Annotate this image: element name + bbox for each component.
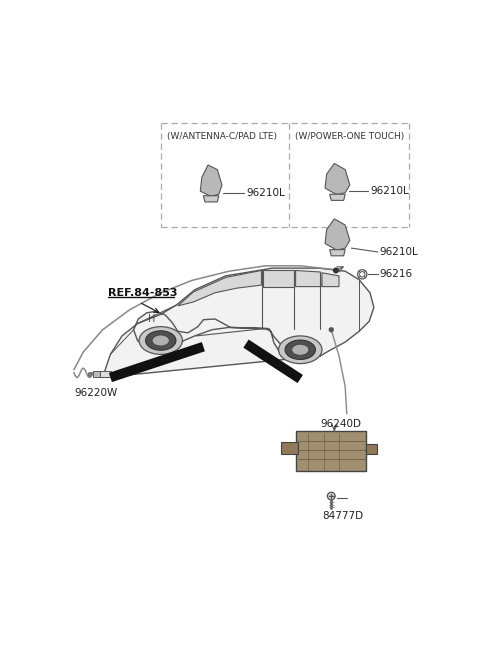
Bar xyxy=(93,371,100,377)
Polygon shape xyxy=(200,165,222,195)
Polygon shape xyxy=(325,163,350,194)
Ellipse shape xyxy=(139,327,182,354)
Bar xyxy=(366,445,377,454)
Circle shape xyxy=(329,328,333,332)
Text: 96210L: 96210L xyxy=(379,247,418,257)
Polygon shape xyxy=(103,268,374,377)
Circle shape xyxy=(334,268,338,273)
Bar xyxy=(100,371,111,377)
Ellipse shape xyxy=(145,331,176,350)
Ellipse shape xyxy=(291,344,309,356)
Text: 96210L: 96210L xyxy=(370,186,409,196)
Ellipse shape xyxy=(152,335,169,346)
Polygon shape xyxy=(263,270,294,287)
Circle shape xyxy=(327,492,335,500)
Polygon shape xyxy=(322,273,339,287)
Bar xyxy=(296,432,366,472)
Polygon shape xyxy=(330,250,345,256)
Polygon shape xyxy=(325,219,350,250)
Text: 96240D: 96240D xyxy=(321,419,361,428)
Text: 96220W: 96220W xyxy=(74,388,117,398)
Text: (W/ANTENNA-C/PAD LTE): (W/ANTENNA-C/PAD LTE) xyxy=(167,132,277,141)
Text: H: H xyxy=(148,314,155,324)
Polygon shape xyxy=(296,270,321,287)
Bar xyxy=(281,442,298,455)
Text: 96210L: 96210L xyxy=(246,188,285,197)
Text: REF.84-853: REF.84-853 xyxy=(108,288,178,298)
Circle shape xyxy=(88,373,92,377)
Text: (W/POWER-ONE TOUCH): (W/POWER-ONE TOUCH) xyxy=(295,132,404,141)
Text: 96216: 96216 xyxy=(379,270,412,279)
Text: 84777D: 84777D xyxy=(322,511,363,521)
Polygon shape xyxy=(330,194,345,200)
Polygon shape xyxy=(178,270,262,306)
Ellipse shape xyxy=(278,336,322,363)
Polygon shape xyxy=(204,195,219,202)
Ellipse shape xyxy=(285,340,315,359)
